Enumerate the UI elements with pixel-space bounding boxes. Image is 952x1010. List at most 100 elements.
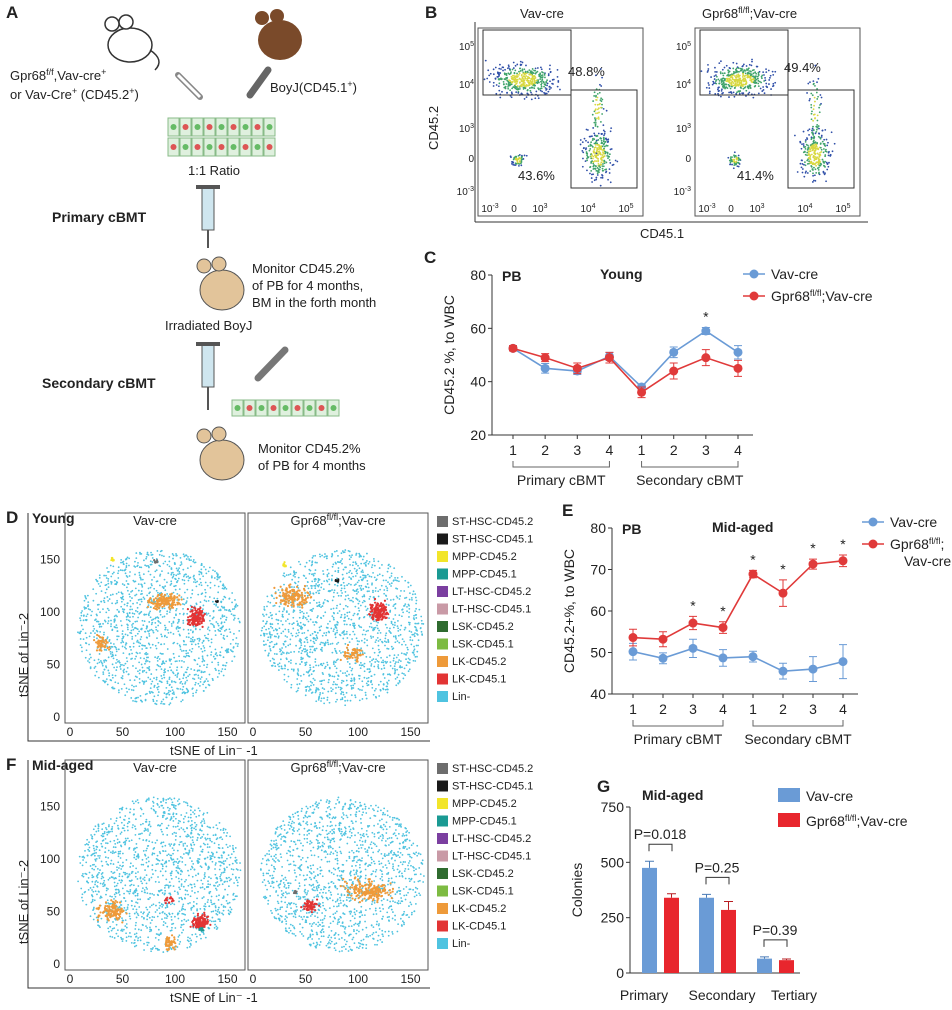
cell-point xyxy=(400,615,403,618)
event-dot xyxy=(733,151,736,154)
cell-point xyxy=(406,661,409,664)
event-dot xyxy=(748,91,751,94)
cell-point xyxy=(292,622,295,624)
cell-point xyxy=(399,595,402,597)
cell-point xyxy=(232,614,235,617)
event-dot xyxy=(733,95,736,98)
event-dot xyxy=(535,81,538,84)
cell-point xyxy=(346,611,349,614)
tick-exp: 4 xyxy=(592,203,596,210)
cell-point xyxy=(266,605,268,608)
plot-frame xyxy=(694,27,861,217)
cell-point xyxy=(107,586,110,589)
cell-point xyxy=(381,564,383,566)
cell-point xyxy=(178,655,180,658)
event-dot xyxy=(547,74,550,77)
event-dot xyxy=(756,77,759,80)
x-tick-label: 1 xyxy=(749,701,757,717)
event-dot xyxy=(533,84,536,87)
cell-point xyxy=(329,674,332,677)
cell-point xyxy=(227,609,230,612)
cell-point xyxy=(99,660,102,662)
event-dot xyxy=(601,159,603,162)
cell-point xyxy=(323,697,325,700)
text-part: ;Vav-cre xyxy=(856,813,907,829)
event-dot xyxy=(813,139,815,142)
event-dot xyxy=(748,70,750,72)
cell-point xyxy=(414,655,417,658)
cell-point xyxy=(194,683,197,686)
cell-point xyxy=(339,698,342,701)
cell-point xyxy=(303,641,306,643)
cell-point xyxy=(152,698,155,701)
cell-point xyxy=(136,620,138,623)
event-dot xyxy=(521,76,524,79)
tick-label: 0 xyxy=(728,204,734,215)
cell-point xyxy=(117,566,120,569)
cell-point xyxy=(358,600,361,603)
event-dot xyxy=(520,164,523,167)
cell-point xyxy=(277,636,280,639)
cell-point xyxy=(117,577,120,579)
event-dot xyxy=(536,67,539,69)
cell-point xyxy=(308,559,311,562)
cell-point xyxy=(347,597,350,600)
cell-point xyxy=(358,567,361,570)
cell-point xyxy=(312,666,315,669)
cell-point xyxy=(168,703,171,706)
cell-point xyxy=(180,680,183,683)
cell-point xyxy=(188,620,191,623)
event-dot xyxy=(596,112,599,114)
legend-label: Gpr68fl/fl;Vav-cre xyxy=(806,813,908,829)
cell-point xyxy=(217,624,220,627)
cell-point xyxy=(325,555,327,558)
cell-point xyxy=(236,645,239,648)
cell-point xyxy=(172,557,174,560)
cell-point xyxy=(293,586,296,589)
cell-point xyxy=(196,580,199,583)
cell-point xyxy=(168,565,171,568)
cell-point xyxy=(120,676,123,679)
event-dot xyxy=(506,76,509,79)
event-dot xyxy=(825,180,827,183)
cell-point xyxy=(409,584,412,587)
cell-point xyxy=(345,633,348,635)
cell-point xyxy=(112,571,115,574)
cell-point xyxy=(231,592,234,594)
cell-point xyxy=(132,642,135,645)
cell-point xyxy=(321,646,323,649)
cell-point xyxy=(307,620,310,623)
event-dot xyxy=(492,85,495,87)
event-dot xyxy=(802,130,805,133)
cell-point xyxy=(99,642,102,645)
cell-point xyxy=(415,607,418,610)
cell-point xyxy=(143,669,146,672)
cell-point xyxy=(292,627,295,630)
cell-point xyxy=(265,643,267,646)
cell-point xyxy=(273,652,276,655)
syringe-icon xyxy=(196,342,220,410)
event-dot xyxy=(502,83,505,86)
cell-point xyxy=(145,659,148,662)
cell-point xyxy=(296,683,299,686)
event-dot xyxy=(591,113,594,116)
cell-point xyxy=(264,622,267,625)
event-dot xyxy=(540,87,543,90)
cell-point xyxy=(389,599,392,601)
cell-point xyxy=(186,688,189,691)
event-dot xyxy=(733,80,736,83)
cell-point xyxy=(383,640,386,643)
cell-point xyxy=(115,581,118,583)
cell-point xyxy=(222,656,225,659)
event-dot xyxy=(543,91,545,94)
cell-point xyxy=(350,583,352,586)
cell-point xyxy=(172,599,176,602)
cell-point xyxy=(405,664,408,667)
cell-point xyxy=(380,584,383,587)
cell-point xyxy=(137,561,139,564)
cell-point xyxy=(122,641,125,644)
bar xyxy=(664,897,679,973)
cell-point xyxy=(198,637,201,640)
cell-point xyxy=(283,673,286,676)
cell-point xyxy=(367,684,370,686)
